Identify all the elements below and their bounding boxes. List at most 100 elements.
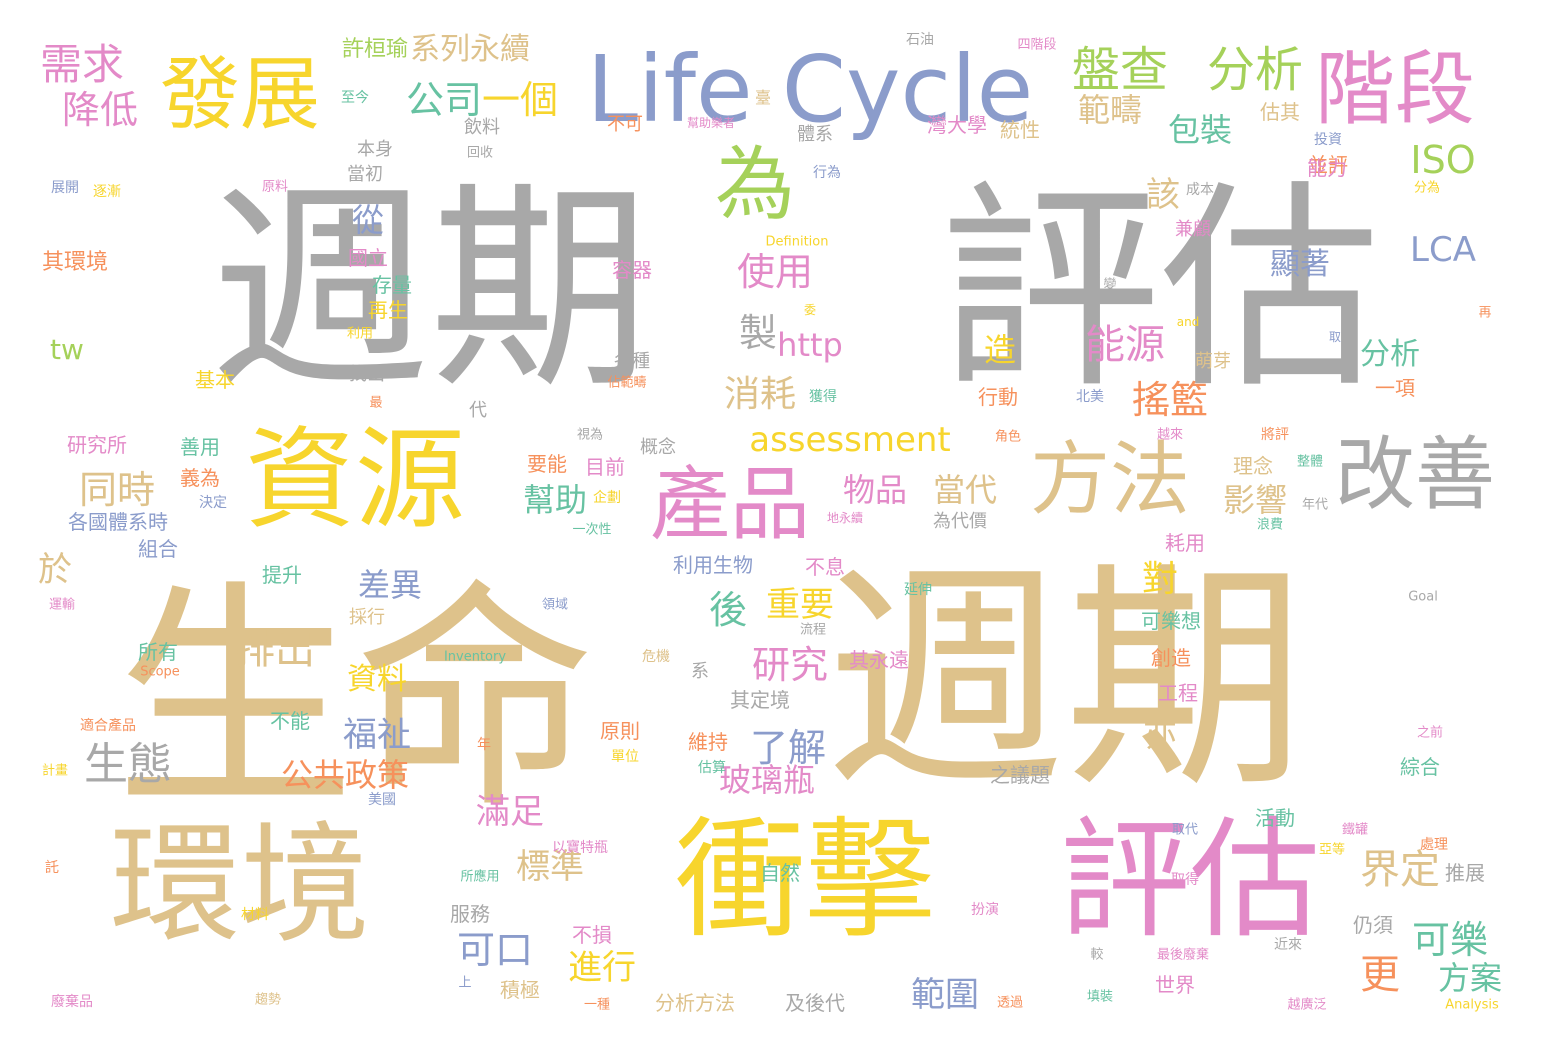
word-32: 消耗	[723, 374, 797, 415]
word-112: 變	[1103, 277, 1117, 293]
word-137: 耗用	[1165, 531, 1205, 555]
word-113: 委	[803, 303, 817, 317]
word-174: 推展	[1445, 861, 1485, 885]
word-47: 了解	[749, 726, 827, 770]
word-169: 取代	[1171, 822, 1199, 838]
word-80: 臺	[754, 88, 772, 107]
word-54: 可口	[456, 928, 534, 972]
word-15: 盤查	[1071, 42, 1169, 98]
word-55: 進行	[568, 948, 636, 988]
word-127: 目前	[585, 455, 625, 479]
word-148: Inventory	[443, 649, 507, 665]
word-61: 對	[1141, 559, 1179, 600]
word-175: 所應用	[460, 869, 500, 885]
word-19: 公司	[405, 78, 483, 122]
word-104: 獲得	[809, 389, 837, 405]
word-14: 為	[715, 138, 795, 231]
word-12: 方法	[1030, 433, 1190, 526]
word-118: 代	[469, 400, 487, 421]
word-123: 將評	[1261, 427, 1289, 443]
word-176: 自然	[760, 861, 800, 885]
word-83: 投資	[1314, 132, 1342, 148]
word-99: 基本	[195, 368, 235, 392]
word-3: 週期	[824, 540, 1306, 820]
word-141: 延伸	[904, 582, 932, 598]
word-39: 幫助	[522, 481, 588, 519]
word-120: 概念	[640, 437, 676, 458]
word-154: 其定境	[730, 688, 790, 712]
word-144: 採行	[349, 607, 385, 628]
word-86: 成本	[1186, 182, 1214, 198]
word-158: 原則	[600, 719, 640, 743]
word-9: 產品	[650, 458, 810, 551]
word-69: 本身	[357, 139, 393, 160]
word-85: 能力	[1307, 156, 1347, 180]
word-109: and	[1176, 315, 1200, 329]
word-65: 顯著	[1270, 247, 1330, 282]
word-74: 體系	[797, 124, 833, 145]
word-153: 創造	[1151, 646, 1191, 670]
word-181: 扮演	[971, 902, 999, 918]
word-50: 玻璃瓶	[718, 761, 816, 799]
word-73: 回收	[466, 145, 494, 161]
word-114: 研究所	[67, 433, 127, 457]
word-35: assessment	[749, 420, 951, 460]
word-145: 流程	[799, 622, 827, 638]
word-27: 該	[1146, 175, 1180, 215]
word-129: 地永續	[826, 511, 864, 525]
word-130: 為代價	[933, 511, 987, 532]
word-51: 資料	[347, 662, 407, 697]
word-53: 標準	[516, 847, 584, 887]
word-150: 其永遠	[849, 648, 909, 672]
word-180: 材料	[241, 907, 269, 923]
word-87: 分為	[1413, 180, 1441, 196]
word-108: 一項	[1375, 376, 1415, 400]
word-132: 浪費	[1256, 517, 1284, 533]
word-31: http	[777, 326, 843, 364]
word-10: 發展	[160, 48, 320, 141]
word-17: 需求	[39, 40, 125, 89]
word-133: 各國體系時	[68, 510, 168, 534]
word-38: 影響	[1222, 481, 1288, 519]
word-135: 一次性	[572, 522, 612, 538]
word-155: 工程	[1158, 681, 1198, 705]
word-136: 不息	[805, 555, 845, 579]
word-76: 統性	[1000, 118, 1040, 142]
word-198: Analysis	[1445, 997, 1499, 1013]
word-82: 四階段	[1017, 37, 1057, 53]
word-4: Life Cycle	[586, 36, 1034, 143]
word-7: 衝擊	[674, 804, 936, 956]
word-33: 能源	[1085, 322, 1165, 368]
word-48: 福祉	[343, 715, 411, 755]
word-21: 系列永續	[410, 32, 530, 67]
word-71: 飲料	[464, 117, 500, 138]
word-172: 以寶特瓶	[552, 840, 608, 856]
word-57: 界定	[1360, 847, 1440, 893]
word-107: 萌芽	[1195, 351, 1231, 372]
word-196: 填裝	[1086, 989, 1114, 1005]
word-94: 國立	[348, 246, 388, 270]
word-194: 及後代	[785, 991, 845, 1015]
word-151: Scope	[140, 664, 180, 680]
word-93: 原料	[261, 179, 289, 195]
word-138: 利用生物	[673, 553, 753, 577]
word-25: ISO	[1410, 138, 1476, 182]
word-79: 幫助樂者	[686, 116, 736, 130]
word-128: 企劃	[593, 490, 621, 506]
word-26: LCA	[1410, 230, 1476, 270]
word-147: 所有	[138, 640, 178, 664]
word-78: 不可	[607, 114, 643, 135]
word-13: 改善	[1335, 428, 1495, 521]
word-41: 生態	[84, 739, 172, 790]
word-37: 當代	[932, 471, 998, 509]
word-42: 差異	[357, 566, 423, 604]
word-44: 後	[708, 588, 748, 632]
word-164: 綜合	[1400, 755, 1440, 779]
word-56: 範圍	[911, 975, 979, 1015]
word-100: 找出	[349, 364, 385, 385]
word-160: 年	[477, 737, 491, 753]
word-72: 至今	[341, 90, 369, 106]
word-156: 適合產品	[80, 718, 136, 734]
word-75: 灣大學	[927, 113, 987, 137]
